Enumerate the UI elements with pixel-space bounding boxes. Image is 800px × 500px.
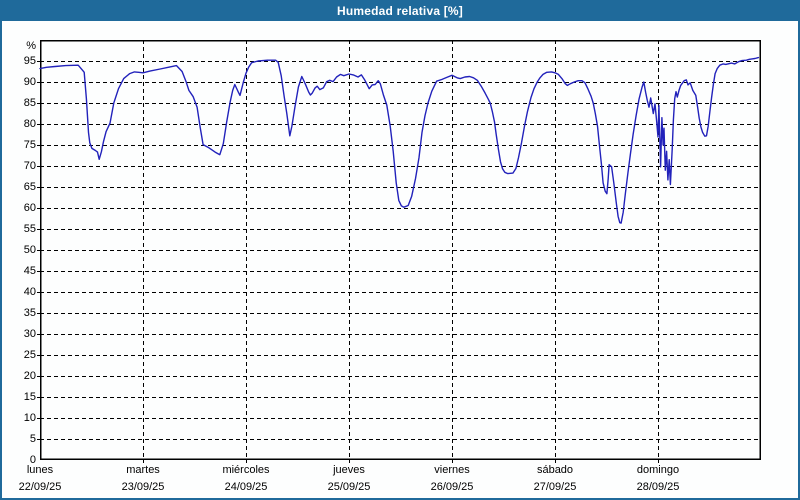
day-label: jueves <box>333 464 365 476</box>
y-tick-label: 80 <box>23 117 36 130</box>
y-tick-label: 15 <box>23 390 36 403</box>
y-tick-label: 5 <box>29 432 36 445</box>
day-label: martes <box>126 464 160 476</box>
day-label: miércoles <box>222 464 270 476</box>
y-tick-label: 75 <box>23 138 36 151</box>
chart-plot-area: % 0 5 10 15 20 25 30 35 40 45 50 55 60 65 70 75 80 85 90 95… <box>19 40 761 493</box>
date-label: 22/09/25 <box>18 481 62 493</box>
date-label: 25/09/25 <box>327 481 371 493</box>
y-tick-label: 25 <box>23 348 36 361</box>
gridlines <box>37 40 761 463</box>
day-label: domingo <box>636 464 680 476</box>
date-label: 26/09/25 <box>430 481 474 493</box>
y-tick-label: 70 <box>23 159 36 172</box>
date-label: 23/09/25 <box>121 481 165 493</box>
humidity-chart <box>37 40 761 463</box>
date-label: 28/09/25 <box>636 481 680 493</box>
axis-box <box>40 40 761 460</box>
y-tick-label: 60 <box>23 201 36 214</box>
day-label: lunes <box>26 464 54 476</box>
y-tick-label: 0 <box>29 453 36 466</box>
y-tick-label: 90 <box>23 75 36 88</box>
y-tick-label: 30 <box>23 327 36 340</box>
y-tick-label: 40 <box>23 285 36 298</box>
y-tick-label: 95 <box>23 54 36 67</box>
y-tick-label: 85 <box>23 96 36 109</box>
y-axis-unit-label: % <box>26 40 36 52</box>
humidity-line <box>39 56 760 224</box>
y-tick-label: 20 <box>23 369 36 382</box>
title-bar: Humedad relativa [%] <box>2 2 798 21</box>
day-label: sábado <box>536 464 574 476</box>
y-tick-label: 55 <box>23 222 36 235</box>
y-tick-label: 50 <box>23 243 36 256</box>
y-tick-label: 45 <box>23 264 36 277</box>
date-label: 27/09/25 <box>533 481 577 493</box>
y-tick-label: 10 <box>23 411 36 424</box>
window-title: Humedad relativa [%] <box>336 4 464 18</box>
y-tick-label: 35 <box>23 306 36 319</box>
date-label: 24/09/25 <box>224 481 268 493</box>
y-tick-label: 65 <box>23 180 36 193</box>
day-label: viernes <box>434 464 470 476</box>
